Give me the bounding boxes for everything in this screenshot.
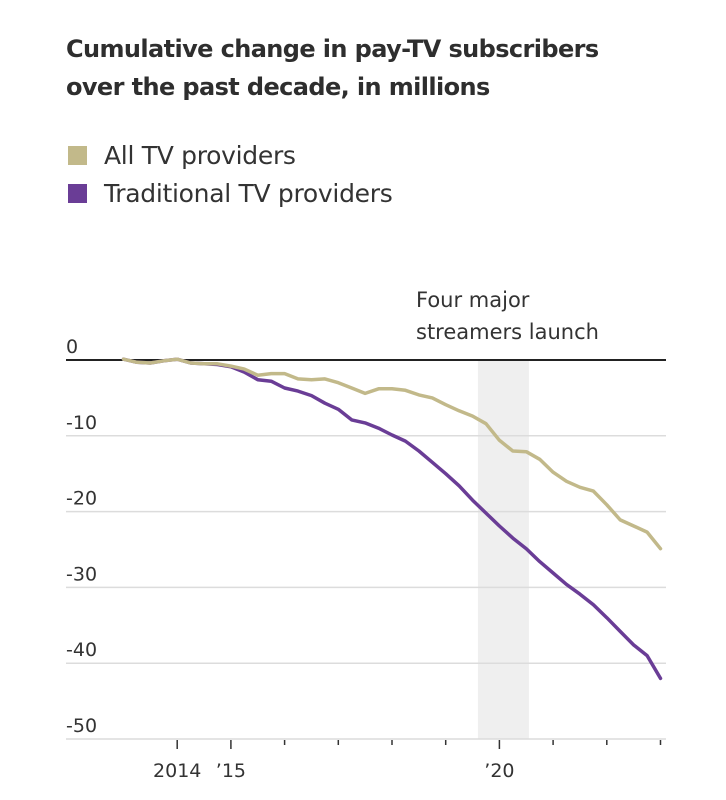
x-tick-label: ’20 — [484, 760, 514, 782]
legend-item-traditional-tv: Traditional TV providers — [68, 174, 393, 212]
annotation-line-1: Four major — [416, 288, 530, 312]
x-tick-label: ’15 — [216, 760, 246, 782]
y-tick-label: -10 — [66, 412, 97, 434]
chart-title: Cumulative change in pay-TV subscribers … — [66, 30, 686, 106]
legend-swatch-traditional-tv — [68, 183, 87, 203]
y-tick-label: -40 — [66, 639, 97, 661]
chart-title-line-1: Cumulative change in pay-TV subscribers — [66, 35, 599, 63]
annotation-line-2: streamers launch — [416, 320, 599, 344]
y-tick-label: -30 — [66, 563, 97, 585]
y-tick-label: -50 — [66, 715, 97, 737]
series-line-traditional-tv — [121, 357, 663, 681]
x-tick-label: 2014 — [153, 760, 201, 782]
series-line-all-tv — [121, 357, 663, 551]
shaded-launch-period — [477, 360, 529, 739]
legend-label-all-tv: All TV providers — [104, 140, 296, 170]
legend-label-traditional-tv: Traditional TV providers — [104, 178, 393, 208]
legend-item-all-tv: All TV providers — [68, 136, 392, 174]
legend: All TV providers Traditional TV provider… — [68, 136, 393, 212]
y-tick-label: -20 — [66, 488, 97, 510]
legend-swatch-all-tv — [68, 145, 87, 165]
chart-title-line-2: over the past decade, in millions — [66, 73, 490, 101]
y-tick-label: 0 — [66, 336, 78, 358]
